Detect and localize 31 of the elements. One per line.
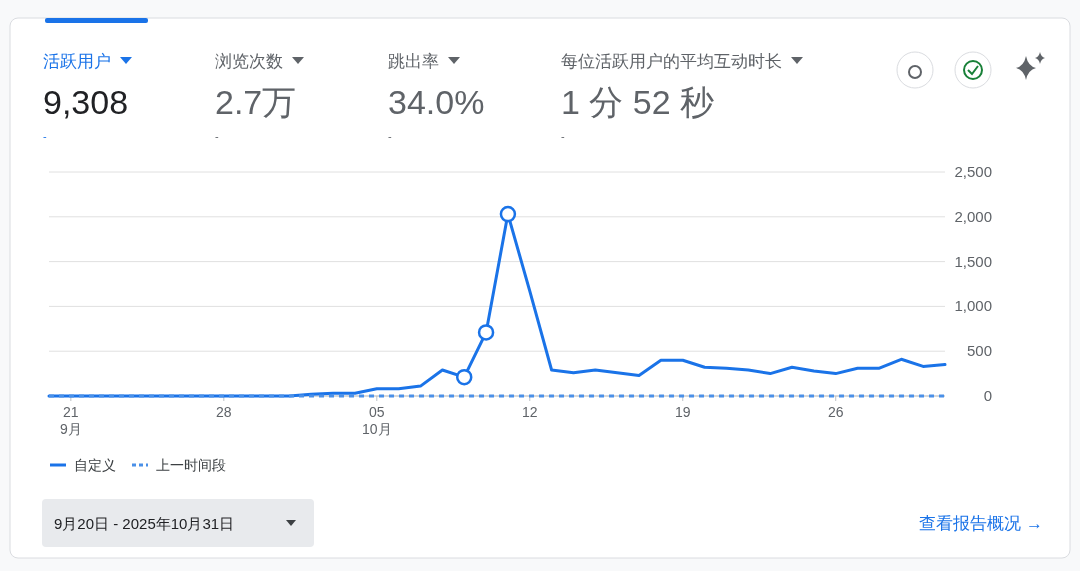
text: - xyxy=(388,130,392,142)
x-tick-label: 19 xyxy=(674,404,691,420)
text: - xyxy=(561,130,565,142)
text: 34.0% xyxy=(388,83,485,121)
y-tick-label: 2,000 xyxy=(954,207,992,225)
x-tick-label: 26 xyxy=(827,404,844,420)
point xyxy=(455,368,473,386)
text: 1 分 52 秒 xyxy=(561,83,715,121)
y-tick-label: 0 xyxy=(983,387,992,404)
x-tick-label: 12 xyxy=(521,404,538,420)
text: 浏览次数 xyxy=(215,52,283,71)
y-tick-label: 2,500 xyxy=(954,163,992,180)
text: 9,308 xyxy=(43,83,129,121)
text: 查看报告概况 → xyxy=(919,514,1043,533)
text: 2.7万 xyxy=(215,83,297,121)
legend-label: 上一时间段 xyxy=(156,457,226,473)
text: - xyxy=(215,130,219,142)
x-tick-label: 05 10月 xyxy=(362,404,392,437)
legend-label: 自定义 xyxy=(74,457,116,473)
x-tick-label: 21 9月 xyxy=(59,404,82,437)
point xyxy=(499,205,517,223)
text: 每位活跃用户的平均互动时长 xyxy=(561,52,782,71)
y-tick-label: 500 xyxy=(966,342,992,360)
text: 跳出率 xyxy=(388,52,439,71)
point xyxy=(477,324,495,341)
y-tick-label: 1,500 xyxy=(954,252,992,270)
text: 9月20日 - 2025年10月31日 xyxy=(54,515,235,532)
text: 活跃用户 xyxy=(43,52,111,71)
text: - xyxy=(43,130,47,142)
x-tick-label: 28 xyxy=(216,404,232,420)
y-tick-label: 1,000 xyxy=(954,297,992,315)
